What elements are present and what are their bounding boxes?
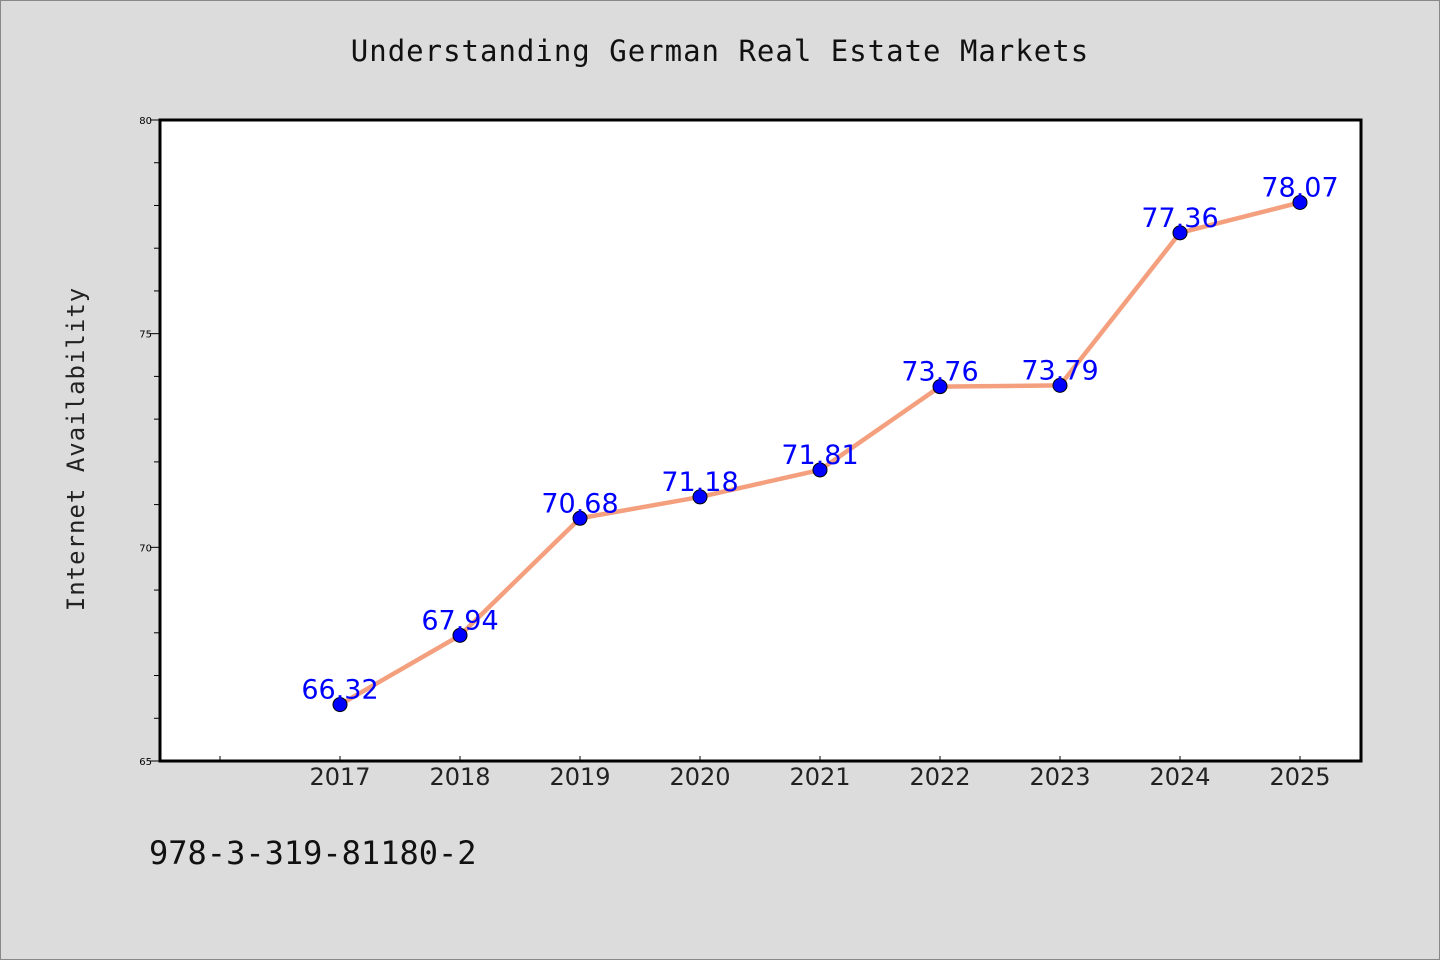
isbn-code: 978-3-319-81180-2 [149, 834, 477, 872]
x-tick-label: 2017 [309, 763, 370, 791]
data-point [1052, 377, 1068, 393]
plot-area [158, 118, 1363, 763]
data-labels-group: 66.32 67.94 70.68 71.18 71.81 73.76 73.79 77.36… [301, 172, 1338, 705]
x-tick-label: 2019 [549, 763, 610, 791]
y-tick-label: 80 [139, 116, 152, 127]
data-label: 71.81 [781, 440, 858, 471]
data-label: 78.07 [1261, 172, 1338, 203]
data-label: 73.79 [1021, 355, 1098, 386]
data-label: 73.76 [901, 357, 978, 388]
y-tick-label: 70 [139, 543, 152, 554]
data-point [1292, 194, 1308, 210]
series-points-group [332, 194, 1308, 713]
x-tick-label: 2022 [909, 763, 970, 791]
y-tick-label: 65 [139, 757, 152, 768]
data-label: 67.94 [421, 605, 498, 636]
x-axis-ticks: 2017 2018 2019 2020 2021 2022 2023 2024 2025 [219, 756, 1331, 791]
x-tick-label: 2020 [669, 763, 730, 791]
y-tick-label: 75 [139, 330, 152, 341]
data-point [452, 627, 468, 643]
data-label: 66.32 [301, 675, 378, 706]
y-axis-ticks: 65 70 75 80 [139, 116, 160, 768]
data-point [932, 379, 948, 395]
data-label: 77.36 [1141, 203, 1218, 234]
data-label: 71.18 [661, 467, 738, 498]
data-point [572, 510, 588, 526]
x-tick-label: 2025 [1269, 763, 1330, 791]
data-point [1172, 225, 1188, 241]
chart-title: Understanding German Real Estate Markets [350, 34, 1090, 68]
data-point [812, 462, 828, 478]
data-point [332, 697, 348, 713]
x-tick-label: 2024 [1149, 763, 1210, 791]
data-point [692, 489, 708, 505]
data-label: 70.68 [541, 488, 618, 519]
x-tick-label: 2023 [1029, 763, 1090, 791]
x-tick-label: 2018 [429, 763, 490, 791]
x-tick-label: 2021 [789, 763, 850, 791]
